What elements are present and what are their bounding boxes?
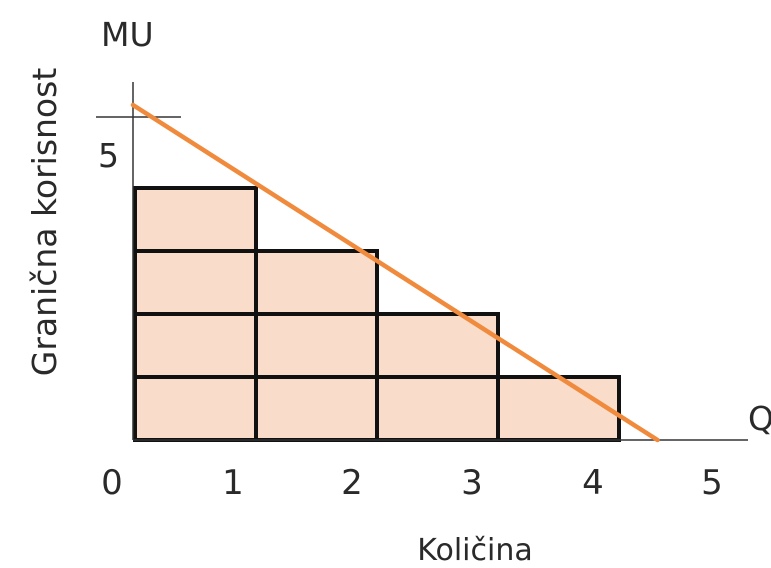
bar-cell — [375, 375, 500, 442]
axes-layer — [96, 82, 748, 441]
x-tick-label: 3 — [461, 463, 483, 503]
x-ticks-layer: 0 1 2 3 4 5 — [101, 463, 723, 503]
bar-cell — [133, 249, 258, 316]
bar-cell — [375, 312, 500, 379]
bar-4 — [496, 375, 621, 442]
bar-1 — [133, 186, 258, 442]
bar-cell — [254, 375, 379, 442]
labels-layer: MU Q Granična korisnost Količina 5 — [25, 15, 771, 568]
y-axis-tag: MU — [101, 15, 154, 54]
bar-2 — [254, 249, 379, 442]
bars-layer — [133, 186, 621, 442]
x-tick-label: 1 — [222, 463, 244, 503]
bar-cell — [496, 375, 621, 442]
x-axis-label: Količina — [417, 533, 532, 568]
bar-3 — [375, 312, 500, 442]
y-axis-label: Granična korisnost — [25, 68, 64, 377]
y-tick-label: 5 — [98, 136, 119, 175]
x-tick-label: 4 — [582, 463, 604, 503]
marginal-utility-line — [130, 102, 660, 443]
x-tick-label: 0 — [101, 463, 123, 503]
x-tick-label: 2 — [341, 463, 363, 503]
bar-cell — [133, 186, 258, 253]
bar-cell — [254, 312, 379, 379]
bar-cell — [133, 375, 258, 442]
x-axis-tag: Q — [748, 399, 771, 438]
bar-cell — [133, 312, 258, 379]
bar-cell — [254, 249, 379, 316]
x-tick-label: 5 — [701, 463, 723, 503]
